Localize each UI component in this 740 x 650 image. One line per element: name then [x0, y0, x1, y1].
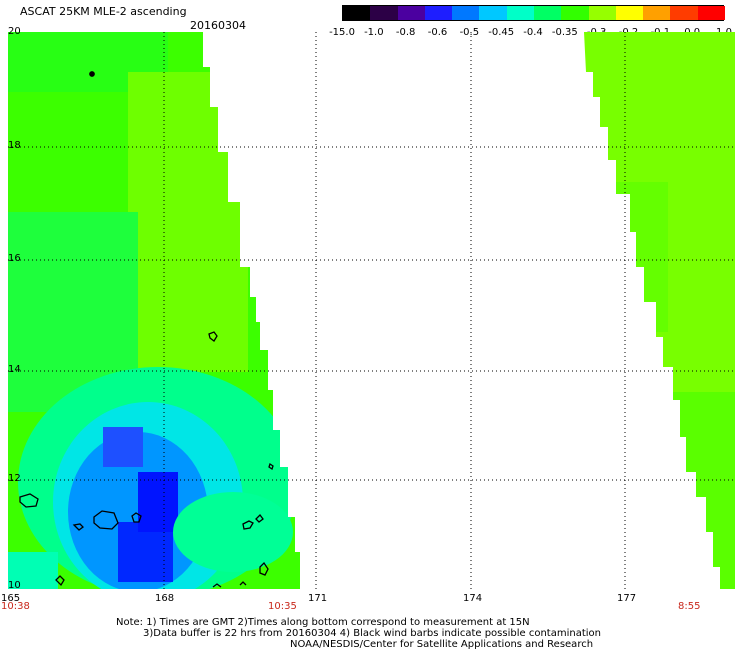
colorbar-tick-label: -0.45	[488, 27, 515, 38]
swath-patch	[103, 427, 143, 467]
colorbar-swatch	[643, 6, 671, 20]
island-coast	[131, 512, 142, 523]
colorbar-swatch	[397, 6, 426, 20]
colorbar-tick-label: -15.0	[329, 27, 355, 38]
island-coast	[55, 575, 65, 587]
colorbar-tick-label: -0.35	[551, 27, 578, 38]
map-svg	[8, 32, 735, 589]
right-swath	[584, 32, 735, 589]
map-title: ASCAT 25KM MLE-2 ascending	[20, 5, 187, 18]
coastlines	[19, 71, 274, 588]
lat-label-18: 18	[8, 140, 21, 151]
lon-label-171: 171	[308, 593, 328, 604]
colorbar-tick-label: -1.0	[364, 27, 384, 38]
colorbar-tick-label: -0.6	[427, 27, 448, 38]
left-swath	[8, 32, 300, 589]
colorbar-swatch	[615, 6, 644, 20]
swath-patch	[8, 552, 58, 589]
time-label-right: 8:55	[678, 601, 701, 612]
map-area	[8, 32, 735, 589]
colorbar-swatch	[452, 6, 480, 20]
island-coast	[19, 493, 39, 508]
note-line-2: 3)Data buffer is 22 hrs from 20160304 4)…	[143, 628, 601, 639]
colorbar-swatch	[506, 6, 535, 20]
island-coast	[255, 514, 264, 523]
lon-label-168: 168	[155, 593, 175, 604]
swath-patch	[128, 72, 248, 372]
time-label-middle: 10:35	[268, 601, 297, 612]
island-coast	[72, 523, 84, 531]
note-line-3: NOAA/NESDIS/Center for Satellite Applica…	[290, 639, 594, 650]
colorbar-swatch	[479, 6, 508, 20]
island-coast	[212, 583, 222, 588]
lat-label-14: 14	[8, 364, 21, 375]
colorbar-tick-label: -0.5	[459, 27, 480, 38]
colorbar-swatch	[424, 6, 453, 20]
island-coast	[239, 581, 247, 586]
island-coast	[268, 462, 274, 471]
colorbar-swatch	[697, 6, 726, 20]
swath-patch	[173, 492, 293, 572]
lon-label-174: 174	[463, 593, 483, 604]
lon-label-165: 165	[1, 593, 21, 604]
island-coast	[208, 331, 218, 342]
map-date: 20160304	[190, 19, 246, 32]
island-coast	[93, 510, 119, 530]
note-line-1: Note: 1) Times are GMT 2)Times along bot…	[116, 617, 530, 628]
island-coast	[259, 561, 269, 576]
time-label-left: 10:38	[1, 601, 30, 612]
colorbar	[342, 5, 726, 21]
graticule	[8, 32, 735, 589]
lon-label-177: 177	[617, 593, 637, 604]
colorbar-swatch	[670, 6, 699, 20]
island-coast	[242, 520, 254, 530]
lat-label-10: 10	[8, 580, 21, 591]
colorbar-swatch	[370, 6, 399, 20]
lat-label-12: 12	[8, 473, 21, 484]
lat-label-20: 20	[8, 26, 21, 37]
colorbar-tick-label: -0.8	[395, 27, 416, 38]
colorbar-swatch	[343, 6, 371, 20]
colorbar-swatch	[561, 6, 590, 20]
lat-label-16: 16	[8, 253, 21, 264]
colorbar-swatch	[588, 6, 617, 20]
colorbar-tick-label: -0.4	[523, 27, 543, 38]
swath-patch	[138, 472, 178, 532]
swath-patch	[668, 392, 735, 589]
swath-patch	[608, 182, 668, 332]
colorbar-swatch	[534, 6, 562, 20]
island-coast	[89, 71, 95, 77]
